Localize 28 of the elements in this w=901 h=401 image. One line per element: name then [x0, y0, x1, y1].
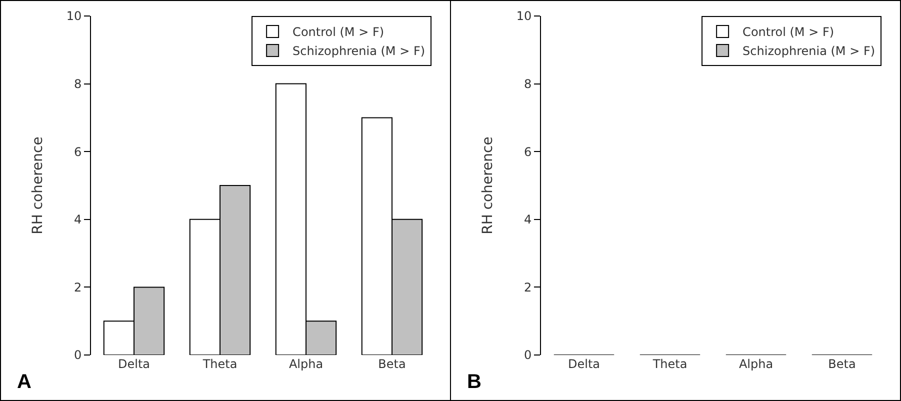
- x-tick-label: Alpha: [738, 357, 774, 371]
- y-tick-label: 2: [74, 280, 82, 294]
- y-tick-label: 6: [74, 144, 82, 159]
- legend-label: Control (M > F): [742, 25, 834, 40]
- y-axis-title: RH coherence: [30, 136, 46, 234]
- y-tick-label: 4: [524, 212, 532, 227]
- legend-label: Schizophrenia (M > F): [742, 44, 876, 58]
- y-tick-label: 6: [524, 144, 532, 159]
- y-tick-label: 0: [524, 348, 532, 362]
- legend-label: Control (M > F): [292, 25, 384, 40]
- x-tick-label: Beta: [828, 357, 856, 371]
- y-tick-label: 10: [516, 9, 532, 24]
- y-tick-label: 2: [524, 280, 532, 294]
- y-tick-label: 8: [74, 77, 82, 91]
- x-tick-label: Alpha: [288, 357, 324, 371]
- y-axis-title: RH coherence: [480, 136, 496, 234]
- x-tick-label: Theta: [202, 357, 238, 371]
- y-tick-label: 8: [524, 77, 532, 91]
- x-tick-label: Beta: [378, 357, 406, 371]
- y-tick-label: 10: [66, 9, 82, 24]
- legend-label: Schizophrenia (M > F): [292, 44, 426, 58]
- x-tick-label: Theta: [652, 357, 688, 371]
- x-tick-label: Delta: [118, 357, 150, 371]
- y-tick-label: 4: [74, 212, 82, 227]
- y-tick-label: 0: [74, 348, 82, 362]
- text: B: [467, 371, 482, 393]
- x-tick-label: Delta: [568, 357, 600, 371]
- text: A: [17, 371, 32, 393]
